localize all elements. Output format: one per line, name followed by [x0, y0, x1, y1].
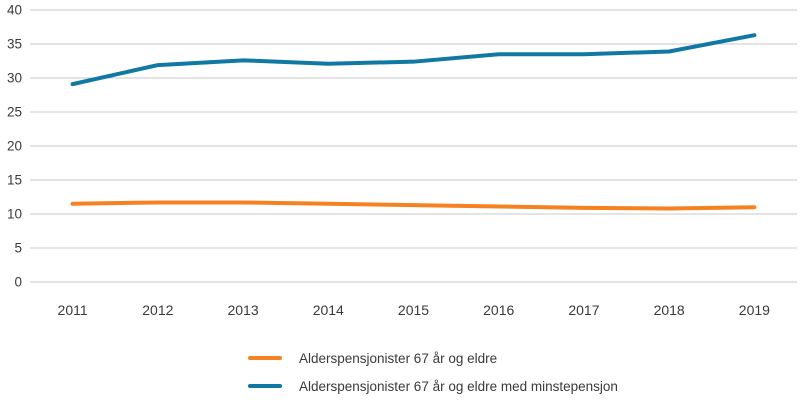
x-axis-tick-label: 2014	[313, 302, 344, 318]
legend-label: Alderspensjonister 67 år og eldre	[299, 350, 498, 366]
x-axis-tick-label: 2018	[654, 302, 685, 318]
series-line-1	[70, 33, 757, 87]
y-axis-tick-label: 0	[14, 275, 22, 290]
y-axis-tick-label: 40	[7, 3, 22, 18]
y-axis-tick-label: 30	[7, 71, 22, 86]
legend-item-alderspensjonister: Alderspensjonister 67 år og eldre	[248, 350, 618, 366]
x-axis-tick-label: 2015	[398, 302, 429, 318]
legend-line-swatch-orange	[248, 356, 282, 360]
y-axis-tick-label: 5	[14, 241, 22, 256]
y-axis-tick-label: 25	[7, 105, 22, 120]
x-axis-tick-label: 2019	[739, 302, 770, 318]
legend-item-minstepensjon: Alderspensjonister 67 år og eldre med mi…	[248, 378, 618, 394]
x-axis-tick-label: 2011	[58, 302, 88, 318]
y-axis-tick-label: 20	[7, 139, 22, 154]
x-axis-tick-label: 2016	[483, 302, 514, 318]
series-line-0	[70, 200, 757, 211]
x-axis-tick-label: 2013	[227, 302, 258, 318]
chart-plot-area: 0 5 10 15 20 25 30 35 40 2011 2012 2013 2014 2015 2016…	[7, 3, 797, 318]
y-axis-tick-label: 10	[7, 207, 22, 222]
legend-label: Alderspensjonister 67 år og eldre med mi…	[299, 378, 618, 394]
x-axis-tick-label: 2012	[142, 302, 173, 318]
y-axis-tick-label: 15	[7, 173, 22, 188]
chart-legend: Alderspensjonister 67 år og eldre Alders…	[248, 350, 618, 400]
legend-line-swatch-blue	[248, 384, 282, 388]
x-axis-tick-label: 2017	[568, 302, 599, 318]
y-axis-tick-label: 35	[7, 37, 22, 52]
